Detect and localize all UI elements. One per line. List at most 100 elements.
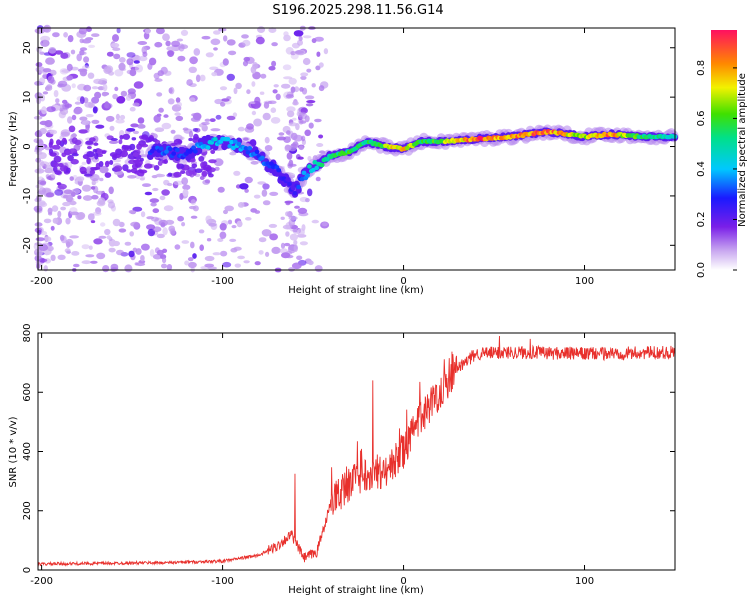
noise-blob — [81, 260, 92, 265]
noise-blob — [65, 217, 71, 225]
ridge-core — [229, 139, 235, 145]
noise-blob — [127, 88, 136, 95]
noise-blob — [60, 206, 66, 211]
noise-blob — [152, 187, 159, 192]
noise-blob — [180, 29, 189, 36]
ridge-core — [276, 168, 282, 173]
noise-blob — [53, 162, 60, 167]
noise-blob — [93, 238, 103, 245]
noise-blob — [91, 119, 100, 124]
noise-blob — [288, 267, 296, 272]
noise-blob — [140, 211, 146, 218]
noise-blob — [179, 158, 188, 165]
noise-blob — [163, 205, 174, 212]
noise-blob — [289, 233, 298, 241]
noise-blob — [156, 233, 165, 239]
noise-blob — [121, 145, 131, 150]
noise-blob — [250, 160, 259, 165]
noise-blob — [140, 143, 149, 148]
noise-blob — [214, 98, 223, 105]
noise-blob — [108, 247, 116, 253]
spectrogram-y-tick-label: -20 — [22, 237, 33, 253]
noise-blob — [272, 89, 278, 94]
noise-blob — [119, 135, 124, 140]
noise-blob — [61, 152, 67, 158]
noise-blob — [131, 163, 139, 170]
noise-blob — [199, 176, 205, 180]
noise-blob — [39, 51, 45, 55]
noise-blob — [222, 58, 229, 66]
noise-blob — [45, 57, 55, 65]
noise-blob — [296, 255, 303, 261]
noise-blob — [89, 169, 96, 175]
noise-blob — [135, 64, 143, 73]
noise-blob — [130, 168, 138, 174]
snr-x-tick-label: 0 — [400, 576, 406, 587]
noise-blob — [303, 35, 312, 39]
noise-blob — [91, 194, 99, 200]
noise-blob — [164, 219, 175, 225]
noise-blob — [304, 129, 312, 137]
noise-blob — [70, 49, 76, 55]
noise-blob — [129, 106, 136, 112]
noise-blob — [231, 225, 237, 229]
noise-blob — [112, 240, 121, 247]
noise-blob — [314, 265, 323, 273]
ridge-core — [231, 145, 236, 151]
noise-blob — [130, 221, 140, 227]
noise-blob — [39, 161, 49, 167]
noise-blob — [133, 81, 144, 89]
chart-title: S196.2025.298.11.56.G14 — [272, 3, 443, 18]
noise-blob — [43, 218, 52, 224]
noise-blob — [257, 181, 266, 185]
ridge-core — [260, 155, 265, 160]
noise-blob — [85, 114, 94, 118]
ridge-core — [312, 160, 318, 165]
noise-blob — [213, 47, 218, 51]
noise-blob — [143, 163, 153, 169]
noise-blob — [306, 100, 316, 104]
noise-blob — [191, 163, 198, 169]
noise-blob — [136, 143, 143, 150]
ridge-core — [243, 146, 249, 151]
noise-blob — [300, 75, 307, 80]
noise-blob — [299, 241, 308, 246]
ridge-core — [325, 157, 330, 162]
noise-blob — [199, 74, 206, 82]
noise-blob — [49, 138, 54, 146]
noise-blob — [167, 50, 175, 57]
noise-blob — [62, 201, 71, 207]
ridge-core — [247, 146, 253, 151]
noise-blob — [262, 200, 271, 206]
noise-blob — [63, 189, 73, 194]
noise-blob — [286, 152, 293, 160]
noise-blob — [96, 252, 106, 260]
noise-blob — [156, 249, 164, 256]
noise-blob — [47, 75, 55, 84]
spectrogram-y-tick-label: 10 — [22, 91, 33, 104]
noise-blob — [79, 96, 85, 104]
noise-blob — [104, 160, 110, 168]
noise-blob — [278, 132, 285, 136]
snr-y-tick-label: 200 — [22, 501, 33, 520]
noise-blob — [53, 90, 59, 98]
noise-blob — [290, 132, 298, 141]
noise-blob — [68, 125, 76, 133]
noise-blob — [229, 238, 237, 242]
noise-blob — [81, 120, 90, 126]
noise-blob — [94, 91, 102, 99]
noise-blob — [137, 124, 146, 129]
noise-blob — [91, 86, 99, 90]
noise-blob — [243, 56, 251, 62]
noise-blob — [88, 245, 93, 250]
noise-blob — [51, 205, 59, 212]
noise-blob — [161, 263, 167, 269]
noise-blob — [192, 127, 199, 132]
noise-blob — [44, 120, 53, 128]
noise-blob — [204, 255, 215, 262]
colorbar-label: Normalized spectral amplitude — [737, 73, 748, 227]
noise-blob — [43, 236, 52, 242]
spectrogram-y-label: Frequency (Hz) — [8, 111, 19, 187]
noise-blob — [104, 101, 110, 109]
noise-blob — [199, 244, 204, 251]
